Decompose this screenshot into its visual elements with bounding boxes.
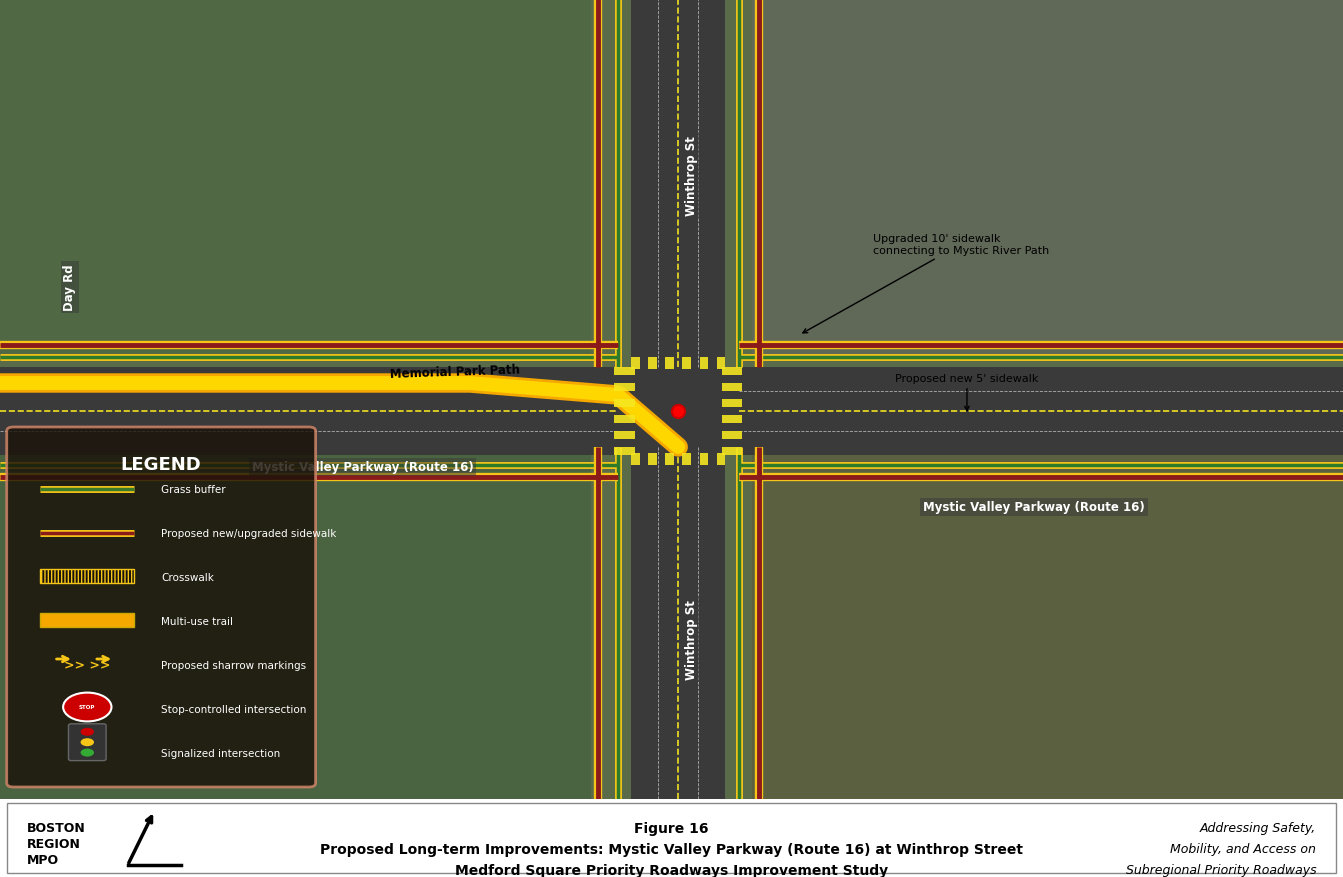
Bar — [614, 416, 634, 424]
Circle shape — [81, 728, 94, 736]
Bar — [723, 431, 741, 439]
Bar — [614, 383, 634, 391]
Text: Upgraded 10' sidewalk
connecting to Mystic River Path: Upgraded 10' sidewalk connecting to Myst… — [803, 234, 1049, 333]
Bar — [631, 0, 725, 799]
Text: >> >>: >> >> — [64, 659, 110, 671]
Bar — [700, 453, 708, 466]
FancyBboxPatch shape — [40, 613, 134, 627]
Bar — [723, 367, 741, 375]
Polygon shape — [0, 424, 591, 799]
Bar — [614, 431, 634, 439]
Text: BOSTON
REGION
MPO: BOSTON REGION MPO — [27, 821, 86, 866]
Bar — [723, 383, 741, 391]
Text: Winthrop St: Winthrop St — [685, 599, 698, 679]
Circle shape — [81, 738, 94, 746]
Text: LEGEND: LEGEND — [121, 455, 201, 474]
Bar — [665, 358, 674, 369]
Text: STOP: STOP — [79, 705, 95, 709]
FancyBboxPatch shape — [7, 427, 316, 787]
Bar — [723, 400, 741, 408]
Text: Proposed sharrow markings: Proposed sharrow markings — [161, 660, 306, 670]
Bar — [723, 416, 741, 424]
Text: Subregional Priority Roadways: Subregional Priority Roadways — [1125, 863, 1316, 876]
Text: Grass buffer: Grass buffer — [161, 484, 226, 494]
Text: Signalized intersection: Signalized intersection — [161, 748, 281, 758]
Text: Mystic Valley Parkway (Route 16): Mystic Valley Parkway (Route 16) — [251, 461, 474, 474]
Bar — [614, 367, 634, 375]
Text: Proposed new 5' sidewalk: Proposed new 5' sidewalk — [896, 374, 1038, 411]
Bar — [631, 453, 639, 466]
Text: Winthrop St: Winthrop St — [685, 136, 698, 216]
Bar — [665, 453, 674, 466]
Text: Addressing Safety,: Addressing Safety, — [1199, 821, 1316, 834]
Bar — [682, 453, 692, 466]
Bar — [717, 453, 725, 466]
Bar — [700, 358, 708, 369]
FancyBboxPatch shape — [40, 569, 134, 583]
Bar — [649, 453, 657, 466]
Text: Crosswalk: Crosswalk — [161, 572, 214, 582]
Text: Stop-controlled intersection: Stop-controlled intersection — [161, 704, 306, 714]
Circle shape — [81, 749, 94, 757]
Bar — [682, 358, 692, 369]
Bar — [0, 367, 1343, 455]
Text: Proposed new/upgraded sidewalk: Proposed new/upgraded sidewalk — [161, 528, 337, 538]
Text: Medford Square Priority Roadways Improvement Study: Medford Square Priority Roadways Improve… — [455, 863, 888, 877]
Bar — [614, 400, 634, 408]
Bar — [614, 447, 634, 455]
Text: Mystic Valley Parkway (Route 16): Mystic Valley Parkway (Route 16) — [923, 501, 1146, 514]
Bar — [717, 358, 725, 369]
Text: Day Rd: Day Rd — [63, 264, 77, 311]
FancyBboxPatch shape — [68, 724, 106, 760]
Bar — [723, 447, 741, 455]
Polygon shape — [752, 424, 1343, 799]
Polygon shape — [0, 0, 591, 360]
Text: Memorial Park Path: Memorial Park Path — [389, 363, 520, 381]
Bar — [649, 358, 657, 369]
Text: Mobility, and Access on: Mobility, and Access on — [1170, 842, 1316, 855]
Text: Multi-use trail: Multi-use trail — [161, 616, 234, 626]
Text: Proposed Long-term Improvements: Mystic Valley Parkway (Route 16) at Winthrop St: Proposed Long-term Improvements: Mystic … — [320, 842, 1023, 856]
Polygon shape — [752, 0, 1343, 360]
Text: Figure 16: Figure 16 — [634, 821, 709, 835]
Circle shape — [63, 693, 111, 722]
Bar — [631, 358, 639, 369]
